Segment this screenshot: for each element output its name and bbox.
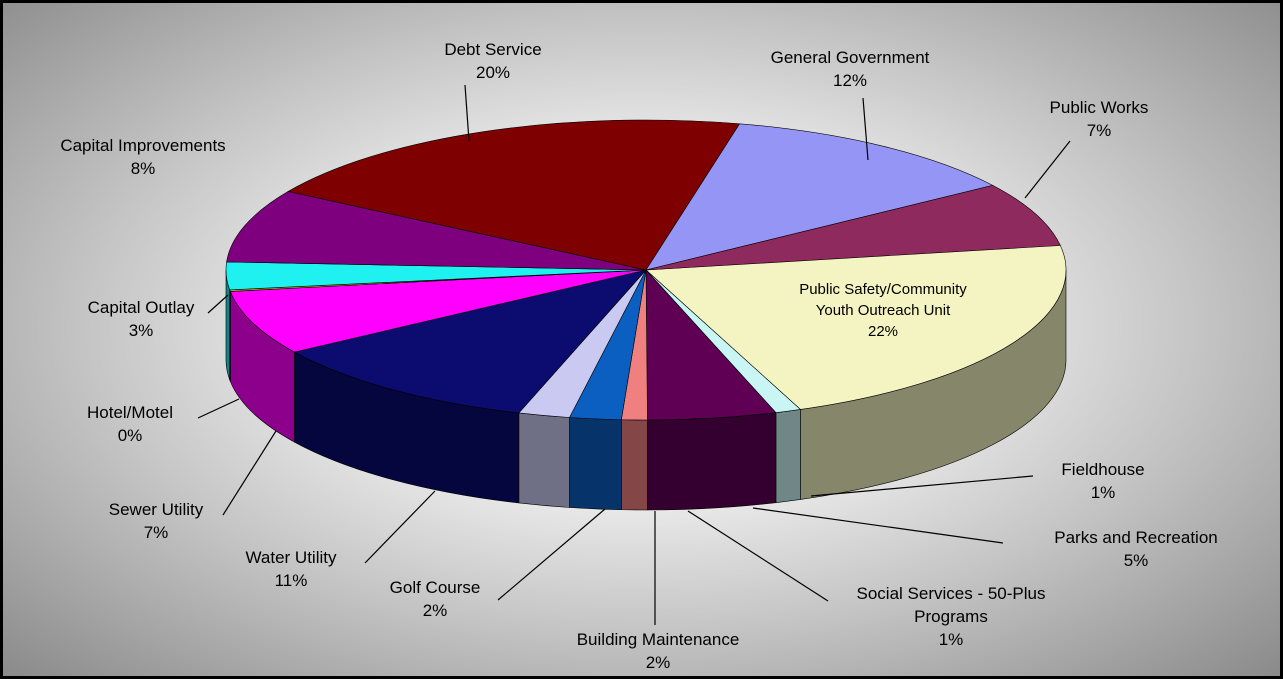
data-label-capital-outlay: Capital Outlay 3% bbox=[88, 298, 195, 340]
pie-slice-water-utility bbox=[293, 269, 647, 414]
data-label-debt-service: Debt Service 20% bbox=[444, 40, 541, 82]
data-label-parks-and-recreation: Parks and Recreation 5% bbox=[1054, 528, 1217, 570]
pie-tops bbox=[225, 119, 1067, 421]
leader-line-general-government bbox=[862, 97, 869, 161]
data-label-social-services-50-plus-programs: Social Services - 50-Plus Programs 1% bbox=[857, 584, 1046, 649]
data-label-hotel-motel: Hotel/Motel 0% bbox=[87, 403, 173, 445]
leader-line-fieldhouse bbox=[810, 475, 1034, 497]
leader-lines bbox=[197, 84, 1071, 625]
data-label-building-maintenance: Building Maintenance 2% bbox=[577, 630, 740, 672]
leader-line-capital-outlay bbox=[207, 294, 229, 314]
leader-line-sewer-utility bbox=[222, 430, 277, 516]
leader-line-public-works bbox=[1024, 140, 1071, 199]
data-label-water-utility: Water Utility 11% bbox=[246, 548, 337, 590]
data-label-public-works: Public Works 7% bbox=[1050, 98, 1149, 140]
pie-slice-general-government bbox=[645, 123, 994, 271]
leader-line-parks-and-recreation bbox=[752, 507, 1004, 544]
leader-line-water-utility bbox=[364, 490, 436, 564]
pie-slice-debt-service bbox=[287, 119, 741, 271]
data-label-sewer-utility: Sewer Utility 7% bbox=[109, 500, 204, 542]
leader-line-debt-service bbox=[464, 84, 470, 142]
data-label-fieldhouse: Fieldhouse 1% bbox=[1061, 460, 1144, 502]
data-label-general-government: General Government 12% bbox=[771, 48, 930, 90]
pie-side-parks-and-recreation bbox=[647, 412, 777, 511]
pie-side-fieldhouse bbox=[775, 409, 801, 503]
leader-line-hotel-motel bbox=[197, 398, 240, 419]
pie-slice-capital-improvements bbox=[226, 191, 647, 271]
pie-slice-sewer-utility bbox=[229, 269, 647, 353]
data-label-golf-course: Golf Course 2% bbox=[390, 578, 481, 620]
pie-slice-public-works bbox=[645, 185, 1061, 271]
pie-sides bbox=[225, 269, 1067, 511]
pie-side-social-services-50-plus-programs bbox=[621, 419, 648, 511]
leader-line-social-services-50-plus-programs bbox=[687, 510, 829, 602]
leader-line-golf-course bbox=[497, 508, 606, 601]
data-label-public-safety-community-youth-outreach-unit: Public Safety/Community Youth Outreach Un… bbox=[799, 281, 967, 340]
pie-side-building-maintenance bbox=[569, 417, 622, 511]
slice-labels: Public Safety/Community Youth Outreach Un… bbox=[60, 40, 1217, 672]
pie-slice-public-safety-community-youth-outreach-unit bbox=[645, 243, 1067, 410]
pie-side-golf-course bbox=[518, 412, 570, 508]
data-label-capital-improvements: Capital Improvements 8% bbox=[60, 136, 225, 178]
pie-chart: Public Safety/Community Youth Outreach Un… bbox=[60, 40, 1217, 672]
